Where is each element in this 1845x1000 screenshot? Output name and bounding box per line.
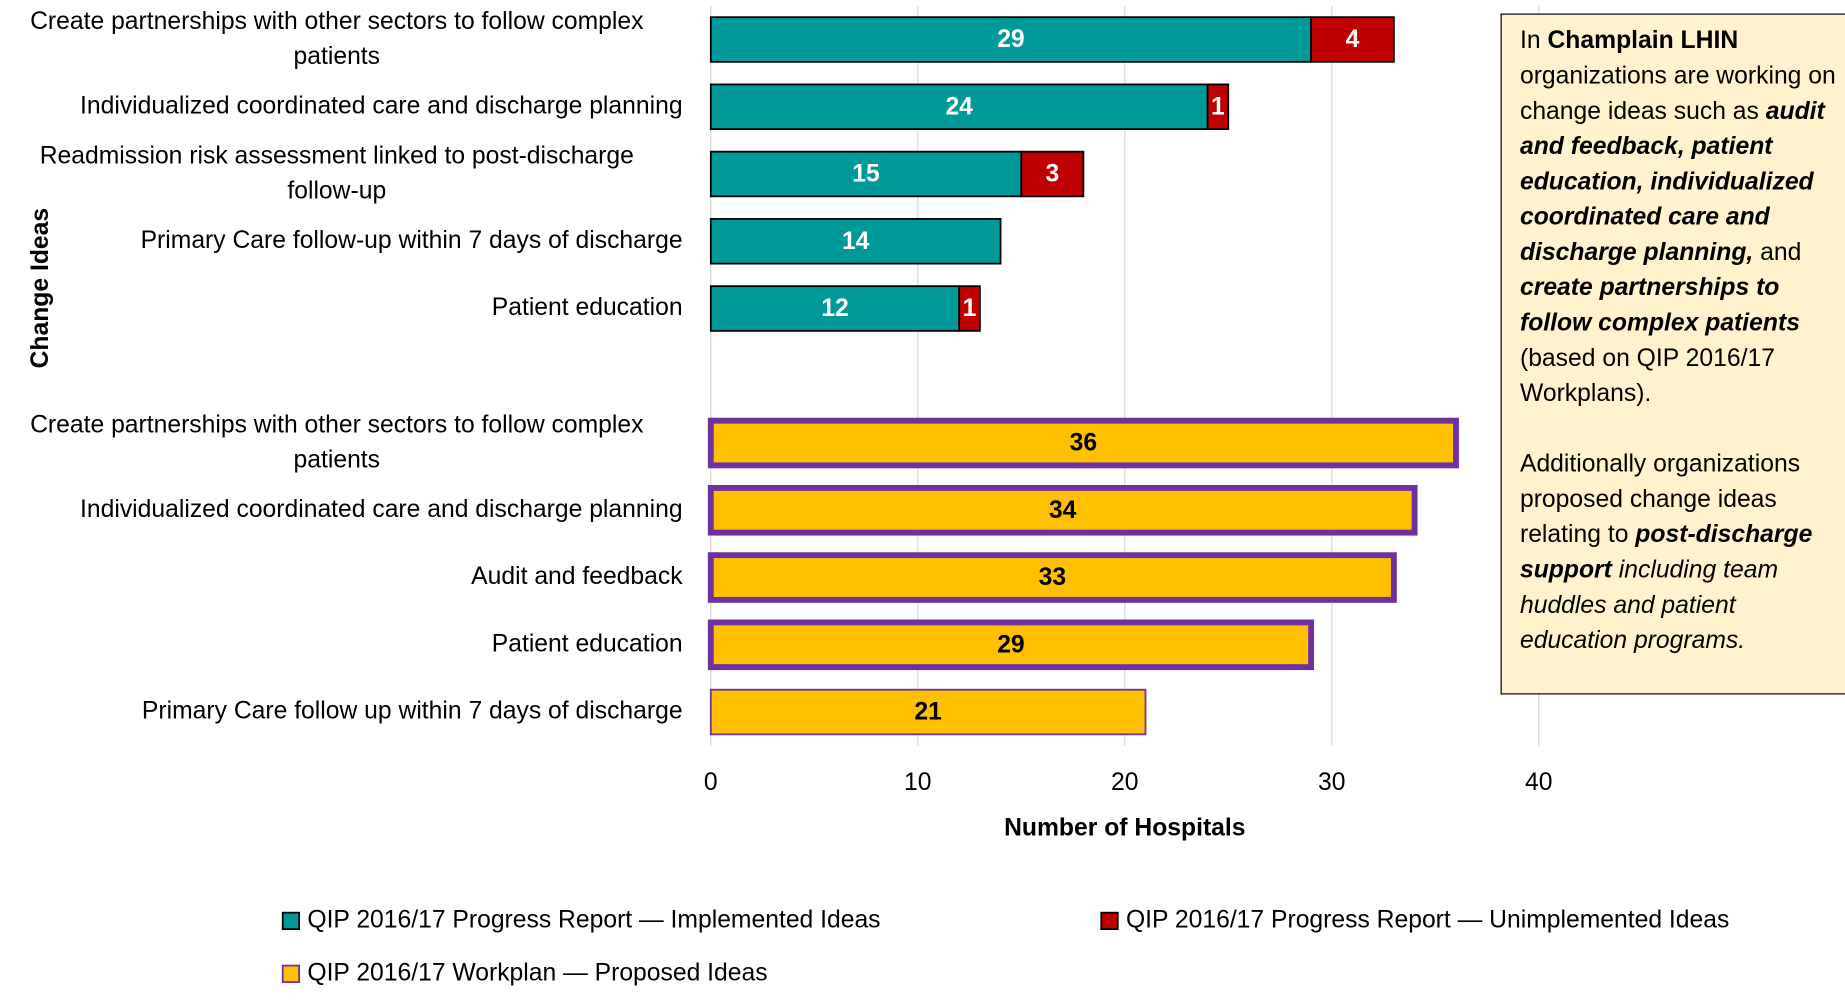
y-tick-label: Primary Care follow-up within 7 days of … [141,227,683,254]
legend-label: QIP 2016/17 Workplan — Proposed Ideas [307,959,767,986]
data-label: 14 [842,228,870,255]
data-label: 3 [1045,161,1059,188]
legend-swatch [281,964,301,983]
note-run: and [1753,238,1802,266]
bar-segment [707,484,1418,536]
note-paragraph: Additionally organizations proposed chan… [1520,447,1838,659]
note: In Champlain LHIN organizations are work… [1501,14,1845,694]
x-tick-label: 40 [1525,769,1552,796]
legend-label: QIP 2016/17 Progress Report — Implemente… [307,906,880,933]
label-line: patients [294,43,380,70]
data-label: 1 [963,295,977,322]
label-line: Create partnerships with other sectors t… [30,411,644,438]
note-run: In [1519,27,1548,55]
note-run: Champlain LHIN [1547,27,1739,55]
x-axis-title: Number of Hospitals [1004,815,1245,842]
legend-swatch [281,911,301,931]
bar-segment [709,688,1147,736]
bar-segment [709,218,1002,265]
note-run: create partnerships to follow complex pa… [1519,274,1800,337]
label-line: Create partnerships with other sectors t… [30,7,644,34]
y-axis-title: Change Ideas [27,208,54,369]
x-tick-label: 10 [904,769,931,796]
data-label: 33 [1039,564,1066,591]
bar-segment [707,417,1459,469]
data-label: 24 [945,93,973,120]
y-tick-label: Patient education [492,630,683,657]
legend-label: QIP 2016/17 Progress Report — Unimplemen… [1126,906,1729,933]
data-label: 4 [1346,26,1360,53]
y-tick-label: Create partnerships with other sectors t… [30,7,644,69]
label-line: Readmission risk assessment linked to po… [40,142,634,169]
note-run: (based on QIP 2016/17 Workplans). [1519,344,1775,407]
x-tick-label: 20 [1111,769,1138,796]
data-label: 36 [1070,430,1097,457]
note-run: audit and feedback, patient education, i… [1519,97,1825,266]
y-tick-label: Create partnerships with other sectors t… [30,411,644,473]
bar-segment [1020,150,1085,198]
note-run: post-discharge support [1519,521,1813,584]
bar-segment [958,285,981,332]
note-run: Additionally organizations proposed chan… [1519,450,1801,549]
data-label: 21 [914,699,942,726]
note-run: including team huddles and patient educa… [1519,556,1779,654]
bar-segment [709,150,1023,198]
y-tick-label: Readmission risk assessment linked to po… [40,142,634,204]
label-line: follow-up [287,177,386,204]
data-label: 29 [997,26,1024,53]
bar-segment [707,619,1315,671]
note-text: In Champlain LHIN organizations are work… [1501,14,1845,694]
x-tick-label: 30 [1318,769,1345,796]
data-label: 34 [1049,497,1077,524]
note-paragraph: In Champlain LHIN organizations are work… [1520,24,1838,412]
bar-segment [1206,83,1230,130]
label-line: patients [294,446,380,473]
bar-segment [707,552,1397,603]
data-label: 15 [852,161,880,188]
bar-segment [1310,16,1395,63]
legend-swatch [1100,911,1119,931]
data-label: 12 [821,295,848,322]
data-label: 1 [1211,93,1225,120]
y-tick-label: Audit and feedback [471,563,683,590]
data-label: 29 [997,631,1024,658]
y-tick-label: Individualized coordinated care and disc… [80,496,683,523]
note-box [1500,13,1845,695]
y-tick-label: Primary Care follow up within 7 days of … [142,698,683,725]
x-tick-label: 0 [704,769,718,796]
note-run: organizations are working on change idea… [1519,62,1836,125]
bar-segment [709,16,1312,63]
y-tick-label: Individualized coordinated care and disc… [80,92,683,119]
y-tick-label: Patient education [492,294,683,321]
bar-segment [709,285,961,332]
